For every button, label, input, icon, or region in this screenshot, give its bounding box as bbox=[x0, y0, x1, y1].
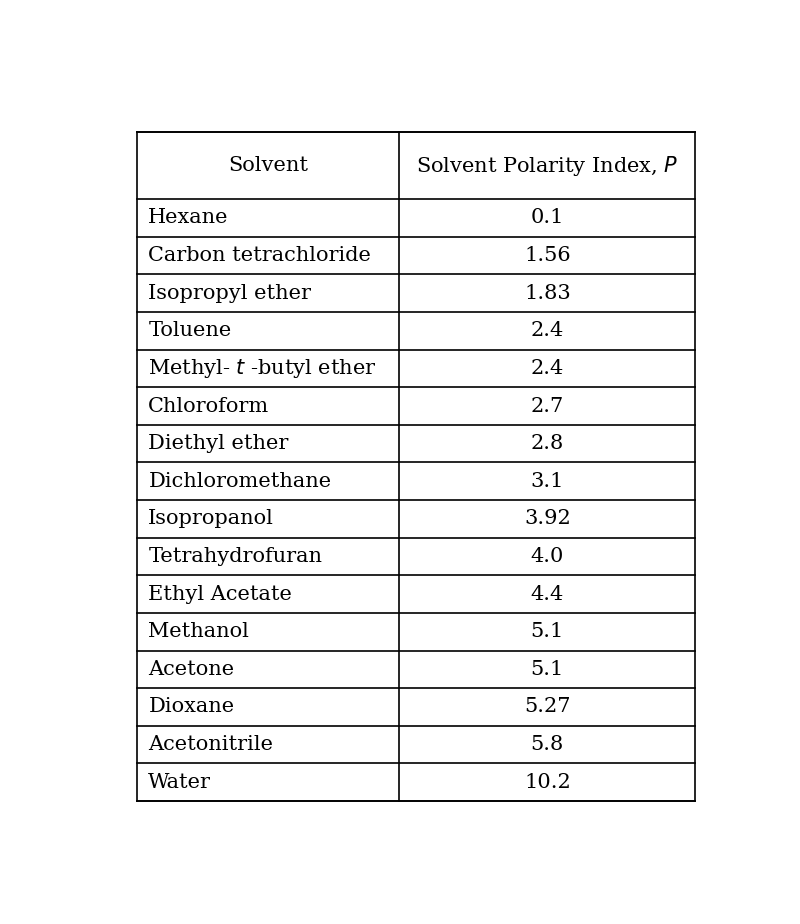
Text: 10.2: 10.2 bbox=[524, 772, 570, 792]
Text: Ethyl Acetate: Ethyl Acetate bbox=[148, 585, 292, 603]
Text: 1.83: 1.83 bbox=[524, 284, 570, 303]
Text: Tetrahydrofuran: Tetrahydrofuran bbox=[148, 547, 322, 566]
Text: Dioxane: Dioxane bbox=[148, 698, 234, 716]
Text: Isopropanol: Isopropanol bbox=[148, 509, 274, 529]
Text: 5.1: 5.1 bbox=[530, 622, 564, 641]
Text: Diethyl ether: Diethyl ether bbox=[148, 434, 289, 453]
Text: Solvent Polarity Index, $P$: Solvent Polarity Index, $P$ bbox=[416, 153, 678, 177]
Text: Toluene: Toluene bbox=[148, 322, 232, 340]
Text: Methyl- $t$ -butyl ether: Methyl- $t$ -butyl ether bbox=[148, 357, 377, 380]
Text: 5.27: 5.27 bbox=[524, 698, 570, 716]
Text: Acetone: Acetone bbox=[148, 660, 234, 679]
Text: 2.8: 2.8 bbox=[530, 434, 564, 453]
Text: Dichloromethane: Dichloromethane bbox=[148, 472, 331, 491]
Text: Water: Water bbox=[148, 772, 211, 792]
Text: Chloroform: Chloroform bbox=[148, 396, 270, 416]
Text: 2.7: 2.7 bbox=[530, 396, 564, 416]
Text: Acetonitrile: Acetonitrile bbox=[148, 736, 274, 754]
Text: 2.4: 2.4 bbox=[530, 359, 564, 378]
Text: 0.1: 0.1 bbox=[530, 209, 564, 227]
Text: 2.4: 2.4 bbox=[530, 322, 564, 340]
Text: 4.4: 4.4 bbox=[530, 585, 564, 603]
Text: 1.56: 1.56 bbox=[524, 246, 570, 265]
Text: Hexane: Hexane bbox=[148, 209, 229, 227]
Text: 3.1: 3.1 bbox=[530, 472, 564, 491]
Text: 3.92: 3.92 bbox=[524, 509, 570, 529]
Text: Solvent: Solvent bbox=[228, 156, 308, 176]
Text: 5.1: 5.1 bbox=[530, 660, 564, 679]
Text: 5.8: 5.8 bbox=[530, 736, 564, 754]
Text: 4.0: 4.0 bbox=[530, 547, 564, 566]
Text: Isopropyl ether: Isopropyl ether bbox=[148, 284, 311, 303]
Text: Carbon tetrachloride: Carbon tetrachloride bbox=[148, 246, 371, 265]
Text: Methanol: Methanol bbox=[148, 622, 250, 641]
